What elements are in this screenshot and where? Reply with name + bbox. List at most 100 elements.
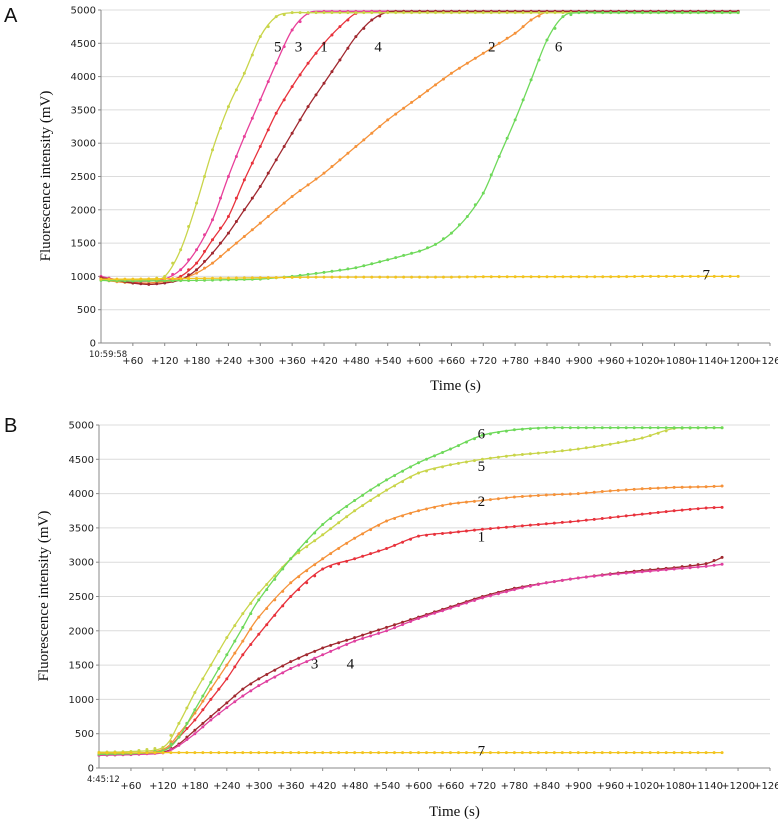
y-tick-label: 1500: [71, 239, 96, 250]
data-point: [505, 11, 509, 15]
data-point: [544, 751, 548, 755]
data-point: [123, 277, 127, 281]
data-point: [329, 552, 333, 556]
data-point: [560, 751, 564, 755]
data-point: [274, 111, 278, 115]
data-point: [417, 509, 421, 513]
series-4: 4: [97, 562, 724, 757]
series-6: 6: [97, 426, 724, 756]
data-point: [218, 276, 222, 280]
data-point: [648, 511, 652, 515]
data-point: [385, 625, 389, 629]
data-point: [169, 751, 173, 755]
data-point: [225, 653, 229, 657]
data-point: [472, 499, 476, 503]
data-point: [211, 251, 214, 255]
data-point: [346, 18, 350, 22]
data-point: [528, 751, 532, 755]
data-point: [177, 751, 181, 755]
data-point: [464, 460, 468, 464]
data-point: [448, 502, 452, 506]
data-point: [195, 276, 199, 280]
data-point: [378, 260, 382, 264]
data-point: [712, 11, 716, 15]
data-point: [281, 589, 285, 593]
series-line-4: [98, 563, 723, 756]
data-point: [440, 751, 444, 755]
data-point: [704, 426, 708, 430]
data-point: [353, 498, 357, 502]
data-point: [353, 639, 357, 643]
data-point: [465, 275, 469, 279]
data-point: [337, 546, 341, 550]
data-point: [274, 276, 278, 280]
data-point: [281, 664, 285, 668]
data-point: [282, 201, 286, 205]
data-point: [577, 275, 581, 279]
x-tick-label: +1080: [657, 781, 691, 792]
data-point: [115, 277, 119, 281]
data-point: [354, 11, 358, 15]
data-point: [185, 751, 189, 755]
data-point: [354, 145, 358, 149]
data-point: [688, 751, 692, 755]
data-point: [337, 510, 341, 514]
data-point: [560, 426, 564, 430]
data-point: [353, 751, 357, 755]
data-point: [672, 567, 676, 571]
data-point: [600, 490, 604, 494]
data-point: [544, 493, 548, 497]
data-point: [449, 275, 453, 279]
data-point: [226, 175, 230, 178]
data-point: [480, 751, 484, 755]
data-point: [536, 451, 540, 455]
data-point: [593, 275, 597, 279]
data-point: [448, 751, 452, 755]
data-point: [457, 11, 461, 15]
data-point: [290, 131, 294, 135]
data-point: [226, 248, 230, 252]
data-point: [241, 612, 245, 616]
y-tick-label: 4000: [69, 489, 94, 500]
data-point: [234, 276, 238, 280]
data-point: [521, 11, 525, 15]
series-5: 5: [97, 426, 724, 754]
data-point: [338, 158, 342, 162]
data-point: [529, 78, 533, 82]
data-point: [632, 513, 636, 517]
data-point: [393, 484, 397, 488]
data-point: [353, 536, 357, 540]
data-point: [209, 697, 213, 701]
data-point: [201, 694, 205, 698]
data-point: [298, 118, 302, 122]
data-point: [434, 83, 437, 87]
data-point: [329, 751, 333, 755]
data-point: [297, 656, 301, 660]
data-point: [314, 275, 318, 279]
data-point: [234, 88, 238, 92]
data-point: [225, 677, 229, 681]
y-tick-label: 3500: [69, 523, 94, 534]
data-point: [512, 588, 516, 592]
data-point: [464, 500, 468, 504]
data-point: [258, 145, 262, 149]
data-point: [584, 446, 588, 450]
data-point: [465, 11, 469, 15]
data-point: [314, 51, 318, 55]
data-point: [409, 465, 413, 469]
data-point: [489, 46, 493, 50]
data-point: [592, 574, 596, 578]
data-point: [345, 751, 349, 755]
data-point: [322, 270, 326, 274]
data-point: [201, 677, 205, 681]
data-point: [545, 38, 549, 42]
data-point: [233, 665, 237, 669]
data-point: [290, 11, 294, 15]
data-point: [258, 221, 262, 225]
data-point: [337, 562, 341, 566]
data-point: [217, 687, 221, 691]
data-point: [322, 171, 326, 175]
y-tick-label: 1500: [69, 661, 94, 672]
data-point: [330, 269, 334, 273]
data-point: [545, 11, 549, 15]
